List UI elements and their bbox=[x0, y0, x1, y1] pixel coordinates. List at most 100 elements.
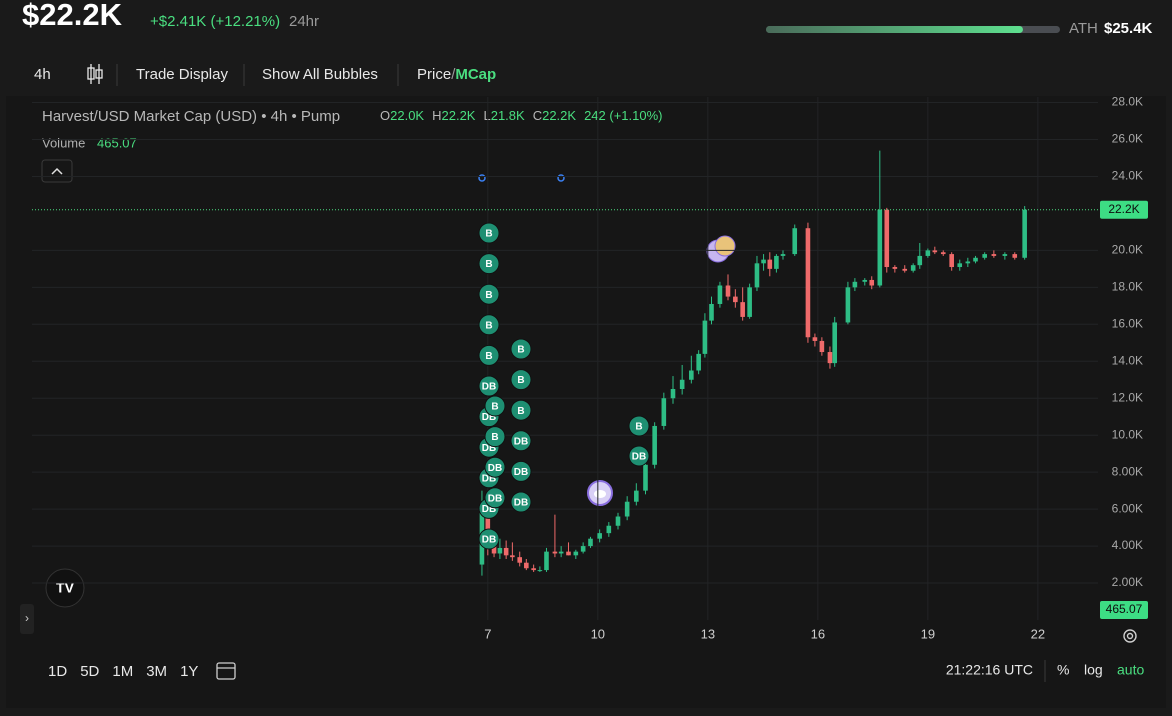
volume-label: Volume bbox=[42, 135, 85, 150]
trade-bubble[interactable] bbox=[628, 415, 650, 437]
candle-body bbox=[740, 302, 745, 317]
trade-bubble[interactable] bbox=[478, 283, 500, 305]
candle-body bbox=[827, 352, 833, 364]
settings-button[interactable] bbox=[1123, 629, 1137, 643]
trade-bubble-label: B bbox=[485, 320, 492, 331]
trade-bubble-label: B bbox=[485, 229, 492, 240]
show-bubbles-button[interactable]: Show All Bubbles bbox=[262, 66, 378, 83]
x-tick-label: 13 bbox=[701, 626, 715, 641]
trade-bubble-label: DB bbox=[482, 535, 496, 546]
candle-body bbox=[643, 464, 648, 491]
candle-body bbox=[566, 551, 571, 556]
x-tick-label: 16 bbox=[811, 626, 825, 641]
trade-bubble-label: B bbox=[485, 259, 492, 270]
candle-body bbox=[702, 320, 708, 354]
candle-body bbox=[973, 257, 978, 262]
candle-body bbox=[689, 370, 694, 380]
side-toggle[interactable]: › bbox=[20, 604, 34, 634]
candle-body bbox=[754, 263, 760, 288]
trade-bubble[interactable] bbox=[510, 460, 532, 482]
candle-type-button[interactable] bbox=[87, 64, 103, 84]
trade-bubble[interactable] bbox=[478, 375, 500, 397]
y-tick-label: 6.00K bbox=[1112, 501, 1143, 515]
ohlc-key: C bbox=[533, 108, 542, 123]
percent-toggle[interactable]: % bbox=[1057, 662, 1069, 678]
candle-body bbox=[670, 388, 676, 399]
auto-toggle[interactable]: auto bbox=[1117, 662, 1144, 678]
candle-body bbox=[884, 209, 890, 268]
candle-body bbox=[774, 255, 779, 269]
trade-bubble[interactable] bbox=[510, 338, 532, 360]
ohlc-value: 22.0K bbox=[390, 108, 424, 123]
date-range-button[interactable] bbox=[216, 662, 236, 680]
interval-button[interactable]: 4h bbox=[34, 66, 51, 83]
trade-bubble[interactable] bbox=[478, 314, 500, 336]
trade-bubble-label: DB bbox=[482, 504, 496, 515]
marker-dot bbox=[557, 174, 565, 182]
tradingview-logo[interactable]: TV bbox=[45, 568, 85, 608]
price-option[interactable]: Price bbox=[417, 66, 451, 83]
y-tick-label: 10.0K bbox=[1112, 427, 1143, 441]
trade-bubble[interactable] bbox=[484, 395, 506, 417]
trade-display-button[interactable]: Trade Display bbox=[136, 66, 228, 83]
candle-body bbox=[892, 267, 898, 269]
mcap-option[interactable]: MCap bbox=[455, 66, 496, 83]
trade-bubble-label: DB bbox=[482, 443, 496, 454]
log-toggle[interactable]: log bbox=[1084, 662, 1103, 678]
collapse-button[interactable] bbox=[41, 159, 73, 183]
range-buttons: 1D 5D 1M 3M 1Y bbox=[48, 663, 198, 680]
candle-body bbox=[510, 555, 515, 558]
trade-bubble[interactable] bbox=[478, 528, 500, 550]
trade-bubble[interactable] bbox=[484, 487, 506, 509]
candle-body bbox=[761, 259, 766, 264]
trade-bubble[interactable] bbox=[510, 399, 532, 421]
avatar[interactable] bbox=[587, 480, 613, 506]
volume-value: 465.07 bbox=[97, 135, 137, 150]
range-button[interactable]: 1D bbox=[48, 663, 67, 680]
trade-bubble-label: B bbox=[635, 422, 642, 433]
range-button[interactable]: 5D bbox=[80, 663, 99, 680]
y-tick-label: 24.0K bbox=[1112, 169, 1143, 183]
range-button[interactable]: 3M bbox=[146, 663, 167, 680]
candle-body bbox=[877, 209, 883, 286]
volume-tag bbox=[1100, 601, 1148, 619]
trade-bubble[interactable] bbox=[510, 491, 532, 513]
trade-bubble[interactable] bbox=[478, 222, 500, 244]
range-button[interactable]: 1Y bbox=[180, 663, 198, 680]
ohlc-value: 22.2K bbox=[542, 108, 576, 123]
candle-body bbox=[819, 340, 825, 353]
candle-body bbox=[767, 259, 773, 269]
candle-body bbox=[606, 525, 612, 534]
period: 24hr bbox=[289, 13, 319, 30]
trade-bubble[interactable] bbox=[510, 369, 532, 391]
trade-bubble-label: DB bbox=[488, 493, 502, 504]
candle-body bbox=[845, 287, 851, 323]
trade-bubble-label: DB bbox=[514, 436, 528, 447]
ohlc-legend: O22.0K H22.2K L21.8K C22.2K 242 (+1.10%) bbox=[380, 108, 663, 123]
y-tick-label: 18.0K bbox=[1112, 280, 1143, 294]
candle-body bbox=[869, 279, 875, 286]
last-price-tag bbox=[1100, 200, 1148, 219]
trade-bubble[interactable] bbox=[484, 456, 506, 478]
candle-body bbox=[661, 398, 667, 426]
trade-bubble-label: DB bbox=[632, 452, 646, 463]
candle-body bbox=[531, 568, 536, 571]
trade-bubble[interactable] bbox=[510, 430, 532, 452]
y-tick-label: 26.0K bbox=[1112, 132, 1143, 146]
candle-body bbox=[717, 285, 723, 304]
candle-body bbox=[1012, 254, 1018, 258]
price-mcap-toggle[interactable]: Price/MCap bbox=[417, 66, 496, 83]
avatar[interactable] bbox=[706, 235, 736, 263]
candle-body bbox=[558, 551, 564, 554]
candle-body bbox=[792, 228, 798, 255]
trade-bubble[interactable] bbox=[484, 426, 506, 448]
candle-body bbox=[624, 501, 630, 517]
trade-bubble[interactable] bbox=[478, 253, 500, 275]
trade-bubble[interactable] bbox=[628, 445, 650, 467]
trade-bubble[interactable] bbox=[478, 344, 500, 366]
range-button[interactable]: 1M bbox=[112, 663, 133, 680]
legend-title: Harvest/USD Market Cap (USD) • 4h • Pump bbox=[42, 108, 340, 125]
y-tick-label: 28.0K bbox=[1112, 95, 1143, 109]
candle-body bbox=[517, 557, 523, 563]
candle-body bbox=[982, 254, 987, 258]
